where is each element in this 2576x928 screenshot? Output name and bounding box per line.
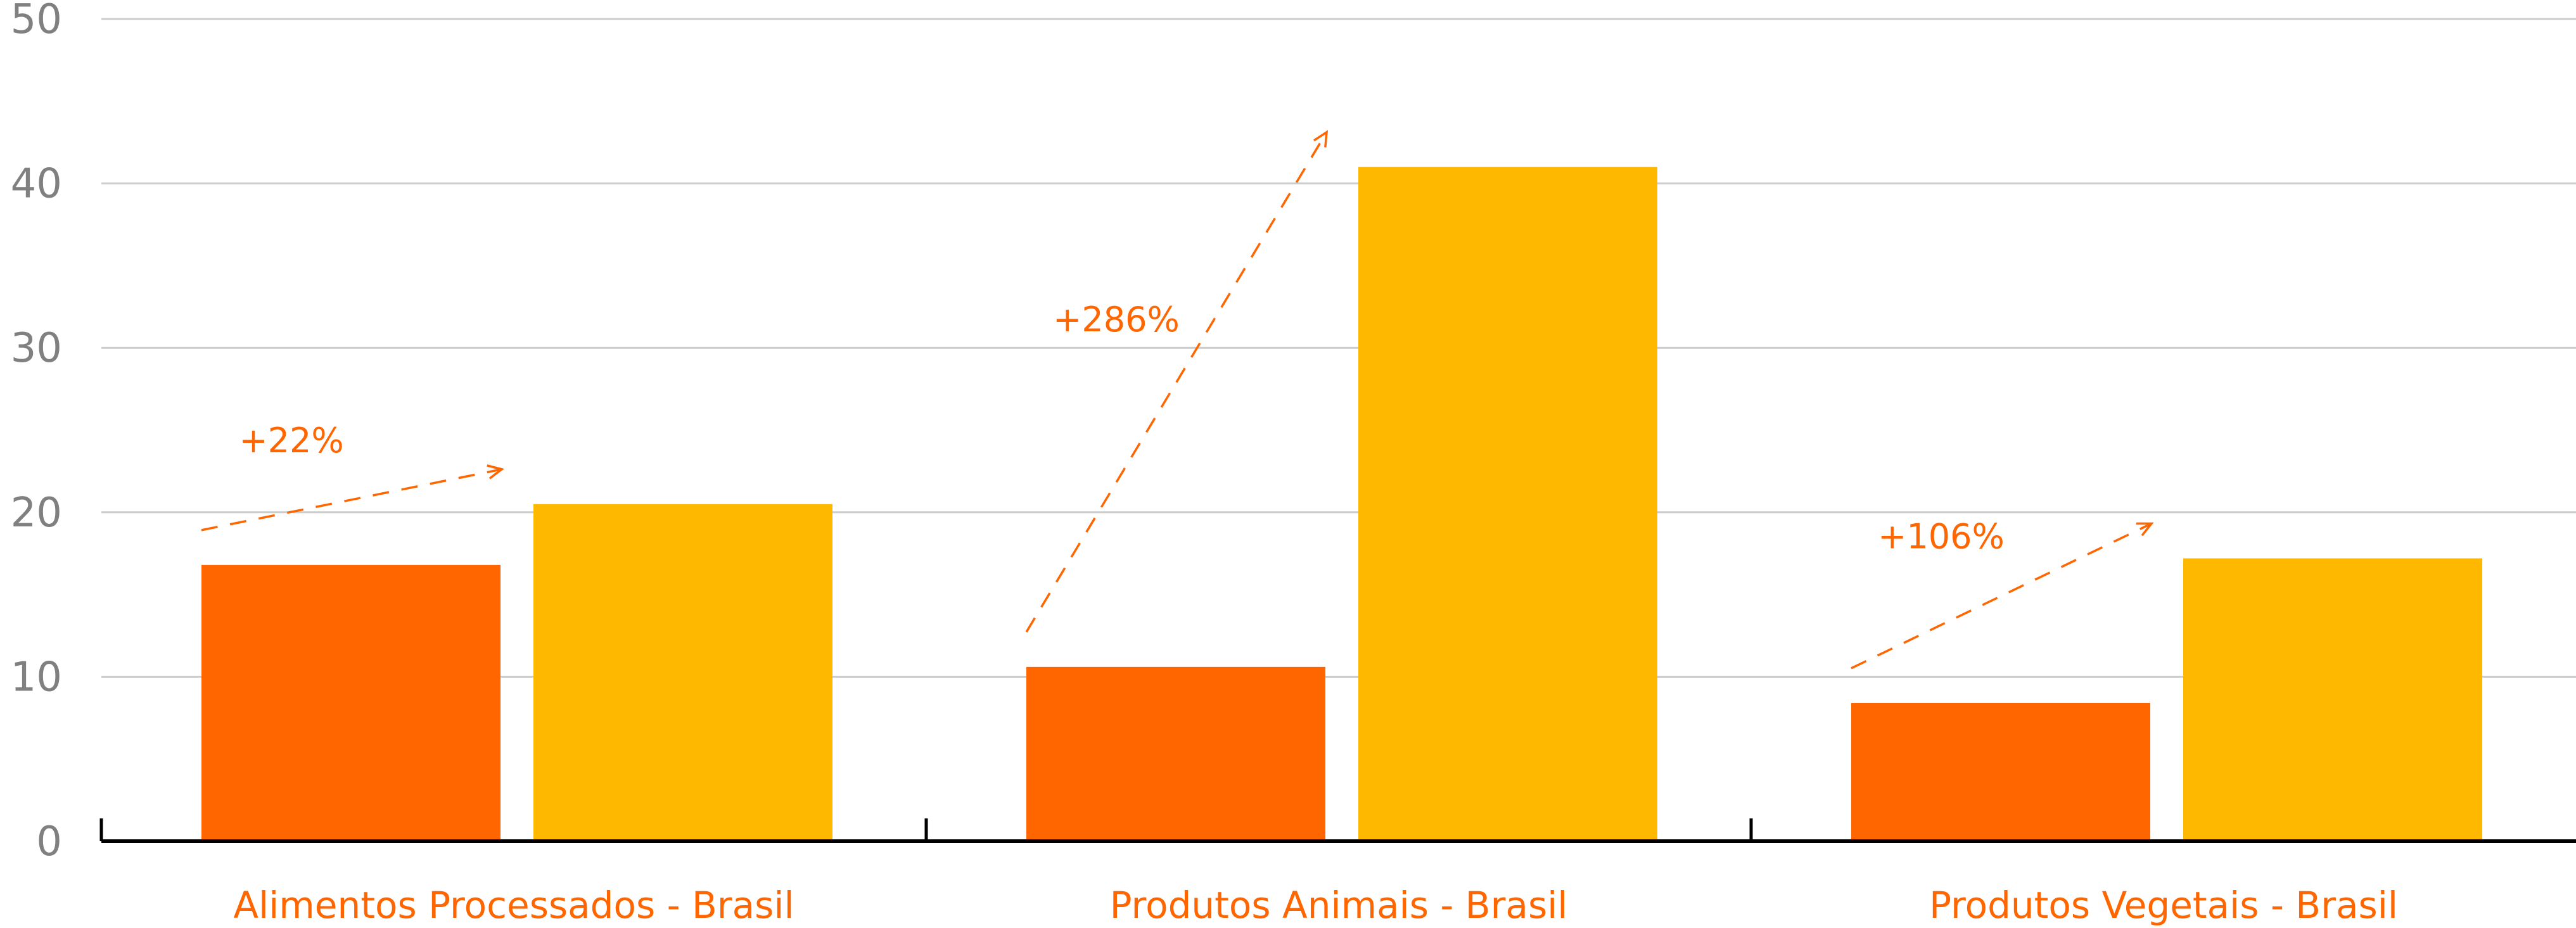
x-category-label: Alimentos Processados - Brasil bbox=[233, 884, 794, 927]
x-category-label: Produtos Vegetais - Brasil bbox=[1929, 884, 2398, 927]
growth-arrow bbox=[201, 468, 502, 531]
bar-series-2 bbox=[533, 504, 832, 841]
y-tick-label: 40 bbox=[11, 161, 62, 208]
growth-arrow bbox=[1025, 131, 1328, 633]
growth-arrow-head bbox=[487, 464, 504, 480]
x-axis bbox=[99, 818, 2576, 843]
y-tick-label: 0 bbox=[36, 818, 62, 865]
growth-arrow bbox=[1851, 522, 2152, 670]
growth-annotation-label: +286% bbox=[1053, 300, 1180, 340]
y-tick-label: 20 bbox=[11, 490, 62, 537]
y-axis-tick-labels: 0 10 20 30 40 50 bbox=[11, 0, 62, 865]
gridlines bbox=[101, 18, 2576, 678]
growth-annotation-label: +22% bbox=[239, 421, 343, 461]
bar-series-2 bbox=[1358, 167, 1657, 841]
y-tick-label: 30 bbox=[11, 325, 62, 372]
y-tick-label: 50 bbox=[11, 0, 62, 43]
bars bbox=[201, 167, 2482, 841]
growth-arrow-head bbox=[1313, 130, 1329, 148]
growth-arrow-head bbox=[2136, 522, 2154, 537]
bar-series-2 bbox=[2183, 558, 2482, 841]
bar-series-1 bbox=[1851, 702, 2150, 841]
x-axis-category-labels: Alimentos Processados - Brasil Produtos A… bbox=[233, 884, 2398, 927]
growth-annotations: +22% +286% +106% bbox=[201, 130, 2154, 670]
x-category-label: Produtos Animais - Brasil bbox=[1110, 884, 1568, 927]
y-tick-label: 10 bbox=[11, 654, 62, 701]
growth-annotation-label: +106% bbox=[1878, 517, 2005, 557]
bar-series-1 bbox=[201, 564, 501, 841]
bar-series-1 bbox=[1026, 666, 1325, 841]
